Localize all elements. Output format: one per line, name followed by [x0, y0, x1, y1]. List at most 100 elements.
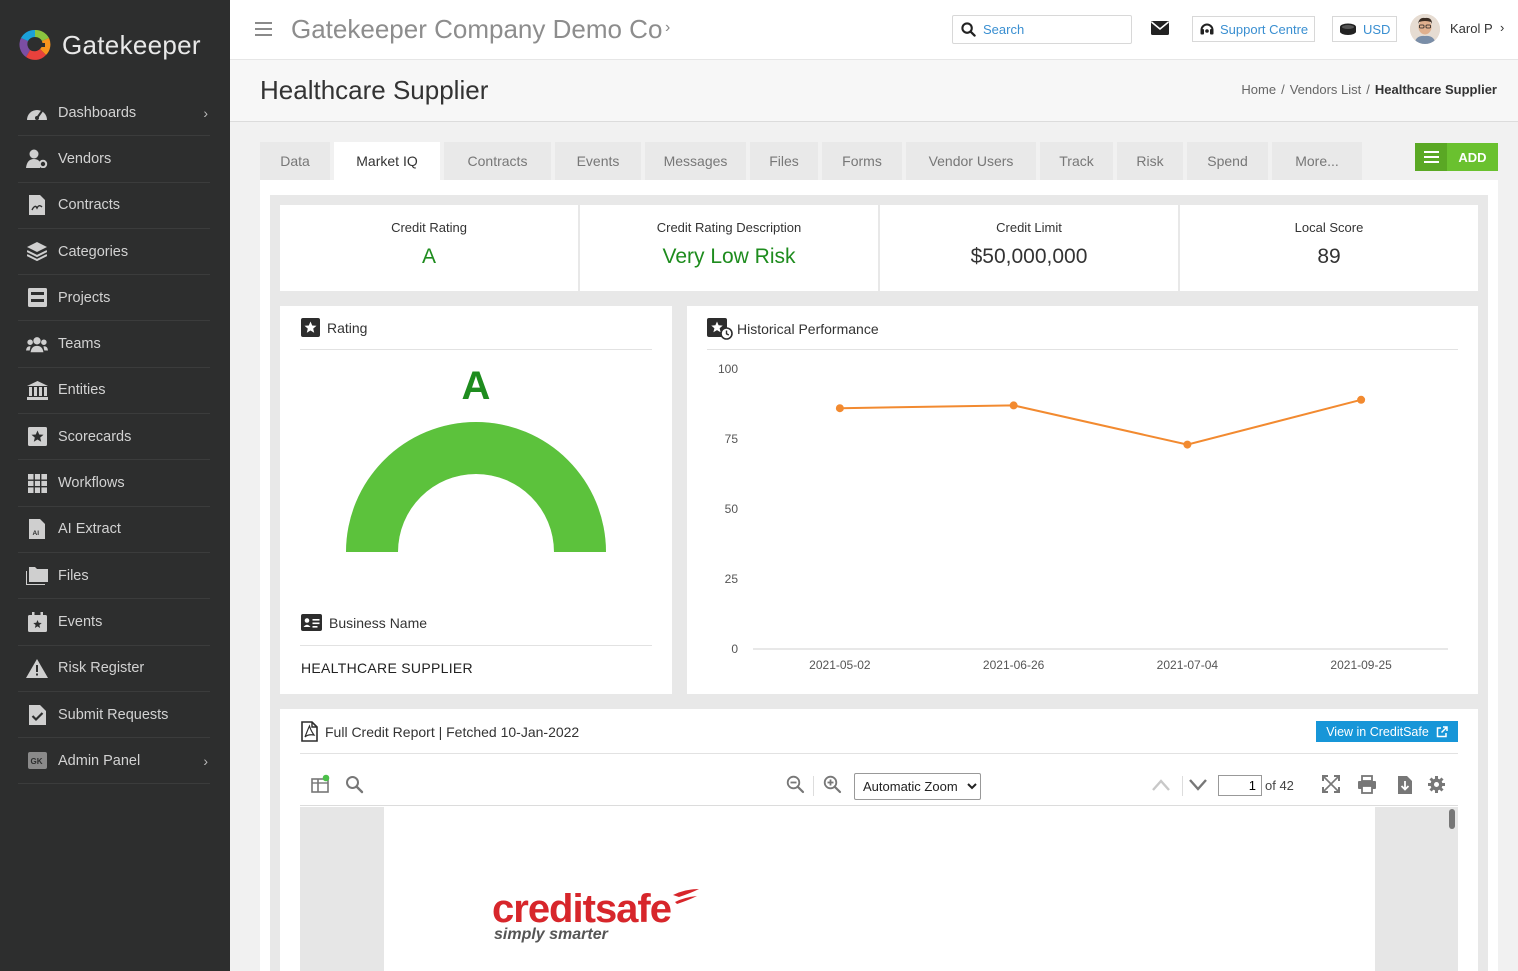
- user-name[interactable]: Karol P: [1450, 21, 1493, 36]
- menu-toggle-icon[interactable]: [255, 22, 272, 36]
- find-icon[interactable]: [345, 775, 364, 794]
- tab-risk[interactable]: Risk: [1117, 142, 1183, 180]
- next-page-icon[interactable]: [1188, 778, 1208, 792]
- star-icon: [301, 318, 320, 337]
- sidebar-item-admin-panel[interactable]: GK Admin Panel ›: [18, 738, 210, 785]
- print-icon[interactable]: [1357, 775, 1377, 794]
- files-icon: [26, 566, 48, 586]
- metric-label: Credit Rating: [391, 220, 467, 235]
- tab-more[interactable]: More...: [1272, 142, 1362, 180]
- rating-letter: A: [461, 364, 491, 408]
- x-tick-label: 2021-05-02: [809, 658, 871, 672]
- user-avatar-icon: [1410, 14, 1440, 44]
- metric-label: Credit Rating Description: [656, 220, 802, 235]
- breadcrumb-home[interactable]: Home: [1241, 82, 1277, 97]
- company-name[interactable]: Gatekeeper Company Demo Co: [291, 14, 663, 44]
- metric-label: Local Score: [1294, 220, 1364, 235]
- list-icon: [1415, 143, 1447, 171]
- brand[interactable]: Gatekeeper: [0, 0, 230, 90]
- search-input[interactable]: [983, 22, 1123, 37]
- fullscreen-icon[interactable]: [1322, 775, 1340, 793]
- previous-page-icon[interactable]: [1151, 778, 1171, 792]
- sidebar-item-submit-requests[interactable]: Submit Requests: [18, 692, 210, 739]
- sidebar-item-files[interactable]: Files: [18, 553, 210, 600]
- zoom-out-icon[interactable]: [786, 775, 805, 794]
- historical-performance-header: Historical Performance: [707, 318, 879, 340]
- coins-icon: [1340, 23, 1356, 35]
- sidebar-item-categories[interactable]: Categories: [18, 229, 210, 276]
- data-point[interactable]: [1357, 395, 1366, 404]
- pdf-scrollbar[interactable]: [1449, 809, 1455, 829]
- creditsafe-logo: creditsafe simply smarter: [492, 887, 701, 944]
- dashboard-icon: [26, 103, 48, 123]
- entities-icon: [26, 380, 48, 400]
- data-point[interactable]: [1183, 440, 1192, 449]
- tab-track[interactable]: Track: [1040, 142, 1113, 180]
- support-centre-label: Support Centre: [1220, 21, 1309, 37]
- sidebar-item-workflows[interactable]: Workflows: [18, 460, 210, 507]
- breadcrumb-vendors-list[interactable]: Vendors List: [1289, 82, 1362, 97]
- sidebar-item-vendors[interactable]: Vendors: [18, 136, 210, 183]
- tab-market-iq[interactable]: Market IQ: [334, 142, 440, 180]
- tab-messages[interactable]: Messages: [645, 142, 746, 180]
- metric-credit-rating: Credit Rating A: [280, 205, 578, 291]
- sidebar-item-label: Workflows: [58, 475, 125, 492]
- data-point[interactable]: [835, 404, 844, 413]
- support-centre-button[interactable]: Support Centre: [1192, 16, 1316, 42]
- sidebar-item-ai-extract[interactable]: AI AI Extract: [18, 507, 210, 553]
- avatar[interactable]: [1410, 14, 1440, 44]
- search-box[interactable]: [952, 15, 1132, 44]
- chevron-right-icon[interactable]: ›: [665, 19, 671, 36]
- rating-card: Rating A Business Name HEALTHCARE SUPPLI…: [280, 306, 672, 694]
- add-button[interactable]: ADD: [1415, 143, 1498, 171]
- id-card-icon: [301, 614, 322, 631]
- pdf-viewer[interactable]: creditsafe simply smarter: [300, 807, 1458, 971]
- data-point[interactable]: [1009, 401, 1018, 410]
- mail-icon[interactable]: [1151, 21, 1169, 35]
- currency-button[interactable]: USD: [1332, 16, 1398, 42]
- breadcrumb-separator: /: [1281, 82, 1285, 97]
- download-icon[interactable]: [1397, 775, 1413, 795]
- metric-value: Very Low Risk: [662, 245, 796, 268]
- chevron-right-icon[interactable]: ›: [1500, 20, 1505, 35]
- tab-forms[interactable]: Forms: [822, 142, 902, 180]
- historical-performance-chart: 0 25 50 75 100 2021-05-02 2021-06-26 2021-07-04…: [718, 362, 1448, 672]
- sidebar-item-entities[interactable]: Entities: [18, 368, 210, 415]
- tab-spend[interactable]: Spend: [1187, 142, 1268, 180]
- business-name-value: HEALTHCARE SUPPLIER: [301, 660, 473, 676]
- breadcrumb-separator: /: [1366, 82, 1370, 97]
- creditsafe-logo-tagline: simply smarter: [494, 926, 608, 943]
- sidebar-item-scorecards[interactable]: Scorecards: [18, 414, 210, 461]
- ai-extract-icon: AI: [26, 519, 48, 540]
- tab-contracts[interactable]: Contracts: [444, 142, 551, 180]
- chevron-right-icon: ›: [203, 752, 208, 769]
- metric-credit-rating-description: Credit Rating Description Very Low Risk: [580, 205, 878, 291]
- tab-vendor-users[interactable]: Vendor Users: [906, 142, 1036, 180]
- settings-gear-icon[interactable]: [1427, 775, 1446, 794]
- view-in-creditsafe-button[interactable]: View in CreditSafe: [1316, 721, 1458, 742]
- scorecards-icon: [26, 427, 48, 447]
- y-tick-label: 25: [725, 572, 739, 586]
- pdf-toolbar: Automatic Zoom of 42: [300, 766, 1458, 806]
- tab-events[interactable]: Events: [555, 142, 641, 180]
- tab-data[interactable]: Data: [260, 142, 330, 180]
- sidebar-item-projects[interactable]: Projects: [18, 275, 210, 322]
- tab-files[interactable]: Files: [750, 142, 818, 180]
- sidebar-item-teams[interactable]: Teams: [18, 321, 210, 368]
- gatekeeper-logo-icon: [19, 29, 51, 60]
- page-number-input[interactable]: [1218, 775, 1262, 796]
- zoom-select[interactable]: Automatic Zoom: [854, 773, 981, 800]
- zoom-in-icon[interactable]: [823, 775, 842, 794]
- sidebar-item-label: Admin Panel: [58, 752, 141, 769]
- sidebar-item-events[interactable]: Events: [18, 599, 210, 646]
- creditsafe-logo-wordmark: creditsafe: [492, 887, 701, 932]
- sidebar-toggle-icon[interactable]: [311, 774, 331, 794]
- sidebar-item-risk-register[interactable]: Risk Register: [18, 646, 210, 692]
- divider: [300, 645, 652, 646]
- sidebar-item-contracts[interactable]: Contracts: [18, 183, 210, 229]
- sidebar-item-dashboards[interactable]: Dashboards ›: [18, 90, 210, 137]
- gauge-fill: [346, 422, 606, 552]
- external-link-icon: [1436, 725, 1448, 737]
- breadcrumb: Home / Vendors List / Healthcare Supplier: [1241, 82, 1497, 97]
- page-count: of 42: [1265, 778, 1294, 793]
